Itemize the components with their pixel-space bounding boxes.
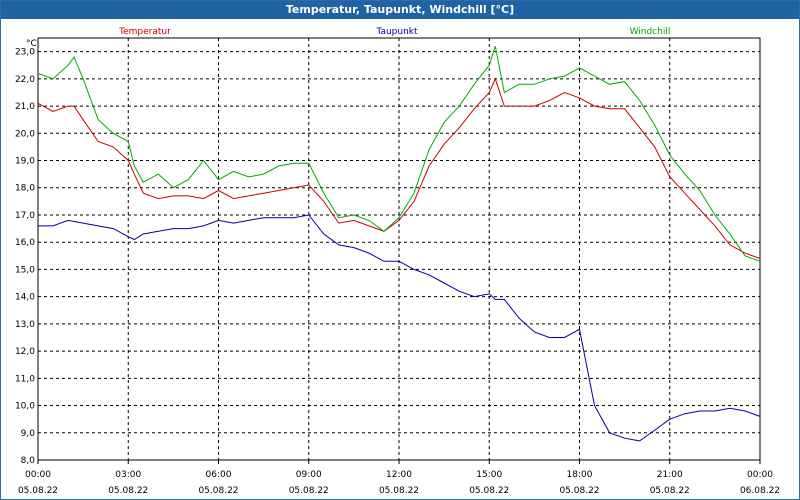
- legend-entry-temperatur: Temperatur: [118, 27, 171, 37]
- y-tick-label: 21,0: [15, 102, 35, 112]
- legend-entry-taupunkt: Taupunkt: [375, 27, 418, 37]
- x-tick-date: 06.08.22: [740, 486, 780, 496]
- x-tick-date: 05.08.22: [469, 486, 509, 496]
- y-tick-label: 8,0: [21, 456, 36, 466]
- y-tick-label: 23,0: [15, 48, 35, 58]
- chart-title: Temperatur, Taupunkt, Windchill [°C]: [1, 1, 799, 19]
- x-tick-time: 21:00: [657, 470, 683, 480]
- y-tick-label: 15,0: [15, 265, 35, 275]
- y-tick-label: 14,0: [15, 293, 35, 303]
- x-tick-date: 05.08.22: [559, 486, 599, 496]
- y-tick-label: 18,0: [15, 184, 35, 194]
- y-unit-label: °C: [26, 39, 37, 49]
- x-tick-time: 06:00: [206, 470, 232, 480]
- legend-entry-windchill: Windchill: [630, 27, 671, 37]
- x-tick-date: 05.08.22: [108, 486, 148, 496]
- x-tick-date: 05.08.22: [650, 486, 690, 496]
- x-tick-time: 03:00: [115, 470, 141, 480]
- series-line-taupunkt: [38, 214, 761, 442]
- x-tick-time: 09:00: [296, 470, 322, 480]
- x-tick-date: 05.08.22: [289, 486, 329, 496]
- series-line-temperatur: [37, 77, 761, 259]
- y-tick-label: 20,0: [15, 129, 35, 139]
- y-tick-label: 22,0: [15, 75, 35, 85]
- x-tick-time: 00:00: [747, 470, 773, 480]
- series-line-windchill: [37, 46, 761, 262]
- y-tick-label: 11,0: [15, 374, 35, 384]
- legend: Temperatur Taupunkt Windchill: [118, 27, 670, 37]
- x-tick-time: 18:00: [567, 470, 593, 480]
- y-tick-label: 13,0: [15, 320, 35, 330]
- x-tick-time: 00:00: [25, 470, 51, 480]
- y-tick-label: 12,0: [15, 347, 35, 357]
- x-axis: 00:00 05.08.22 03:00 05.08.22 06:00 05.08.22 0…: [18, 460, 780, 496]
- x-tick-date: 05.08.22: [379, 486, 419, 496]
- y-tick-label: 16,0: [15, 238, 35, 248]
- x-tick-date: 05.08.22: [18, 486, 58, 496]
- y-tick-label: 17,0: [15, 211, 35, 221]
- x-tick-date: 05.08.22: [198, 486, 238, 496]
- series-lines: [37, 46, 761, 442]
- x-tick-time: 12:00: [386, 470, 412, 480]
- grid-lines: [38, 38, 760, 460]
- y-axis: 8,0 9,0 10,0 11,0 12,0 13,0 14,0 15,0 16,0 17,0 18…: [15, 48, 35, 466]
- y-tick-label: 9,0: [21, 429, 36, 439]
- y-tick-label: 10,0: [15, 402, 35, 412]
- y-tick-label: 19,0: [15, 157, 35, 167]
- x-tick-time: 15:00: [476, 470, 502, 480]
